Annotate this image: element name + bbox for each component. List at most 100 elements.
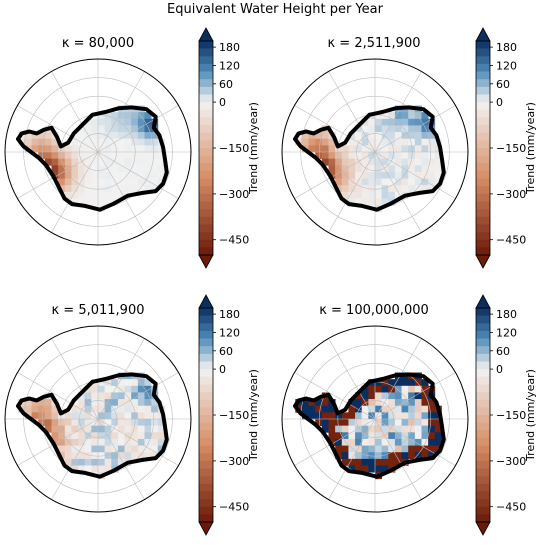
trend-cell: [414, 438, 422, 446]
trend-cell: [401, 132, 409, 140]
trend-cell: [58, 165, 66, 173]
trend-cell: [428, 178, 436, 186]
trend-cell: [408, 185, 416, 193]
colorbar-segment: [476, 79, 490, 88]
trend-cell: [84, 152, 92, 160]
trend-cell: [58, 432, 66, 440]
trend-cell: [151, 412, 159, 420]
trend-cell: [401, 165, 409, 173]
trend-cell: [355, 145, 363, 153]
trend-cell: [104, 152, 112, 160]
trend-cell: [394, 118, 402, 126]
trend-cell: [151, 432, 159, 440]
trend-cell: [78, 145, 86, 153]
trend-cell: [98, 412, 106, 420]
trend-cell: [124, 379, 132, 387]
colorbar-segment: [476, 41, 490, 49]
graticule-4: [282, 326, 468, 512]
trend-cell: [401, 158, 409, 166]
trend-cell: [78, 158, 86, 166]
trend-cell: [78, 425, 86, 433]
colorbar-segment: [476, 71, 490, 80]
trend-cell: [117, 432, 125, 440]
trend-cell: [157, 419, 165, 427]
trend-cell: [348, 132, 356, 140]
colorbar-segment: [199, 178, 213, 187]
trend-cell: [111, 112, 119, 120]
trend-cell: [78, 185, 86, 193]
trend-cell: [408, 412, 416, 420]
trend-cell: [58, 412, 66, 420]
trend-cell: [428, 438, 436, 446]
trend-cell: [111, 185, 119, 193]
trend-cell: [137, 132, 145, 140]
colorbar-tick-label: −150: [219, 409, 249, 422]
trend-cell: [414, 392, 422, 400]
panel-title-4: κ = 100,000,000: [319, 303, 429, 318]
trend-cell: [328, 425, 336, 433]
trend-cell: [44, 399, 52, 407]
trend-cell: [111, 458, 119, 466]
trend-cell: [71, 458, 79, 466]
colorbar-segment: [476, 437, 490, 446]
trend-cell: [111, 392, 119, 400]
colorbar-extend-max: [475, 294, 491, 309]
trend-cell: [98, 132, 106, 140]
trend-cell: [361, 452, 369, 460]
trend-cell: [355, 152, 363, 160]
trend-cell: [124, 165, 132, 173]
trend-cell: [401, 171, 409, 179]
trend-cell: [144, 171, 152, 179]
trend-cell: [414, 399, 422, 407]
trend-cell: [137, 419, 145, 427]
trend-cell: [355, 419, 363, 427]
colorbar-segment: [199, 209, 213, 218]
trend-cell: [91, 118, 99, 126]
trend-cell: [368, 171, 376, 179]
trend-cell: [348, 171, 356, 179]
colorbar-tick-label: 60: [219, 78, 233, 91]
trend-cell: [321, 405, 329, 413]
trend-cell: [388, 379, 396, 387]
trend-cell: [91, 198, 99, 206]
trend-cell: [428, 171, 436, 179]
trend-cell: [348, 185, 356, 193]
trend-cell: [375, 132, 383, 140]
trend-cell: [137, 165, 145, 173]
trend-cell: [111, 399, 119, 407]
trend-cell: [375, 191, 383, 199]
trend-cell: [98, 385, 106, 393]
trend-cell: [315, 152, 323, 160]
trend-cell: [375, 419, 383, 427]
colorbar-tick-label: 120: [496, 60, 517, 73]
trend-cell: [328, 165, 336, 173]
trend-cell: [388, 112, 396, 120]
trend-cell: [51, 152, 59, 160]
trend-cell: [408, 379, 416, 387]
trend-cell: [104, 425, 112, 433]
trend-cell: [381, 432, 389, 440]
colorbar-segment: [199, 392, 213, 401]
trend-cell: [71, 419, 79, 427]
trend-cell: [375, 152, 383, 160]
colorbar-segment: [199, 353, 213, 362]
trend-cell: [157, 432, 165, 440]
trend-cell: [355, 425, 363, 433]
trend-cell: [394, 145, 402, 153]
colorbar-1: 180 120 60 0 −150 −300 −450 Trend (mm/year): [198, 27, 260, 269]
trend-cell: [131, 138, 139, 146]
colorbar-segment: [476, 148, 490, 156]
trend-cell: [428, 399, 436, 407]
trend-cell: [361, 191, 369, 199]
trend-cell: [151, 185, 159, 193]
trend-cell: [58, 152, 66, 160]
trend-cell: [401, 112, 409, 120]
trend-cell: [355, 191, 363, 199]
trend-cell: [408, 145, 416, 153]
trend-cell: [348, 452, 356, 460]
colorbar-segment: [476, 247, 490, 256]
trend-cell: [144, 445, 152, 453]
colorbar-segment: [476, 384, 490, 393]
trend-cell: [104, 191, 112, 199]
trend-cell: [24, 132, 32, 140]
